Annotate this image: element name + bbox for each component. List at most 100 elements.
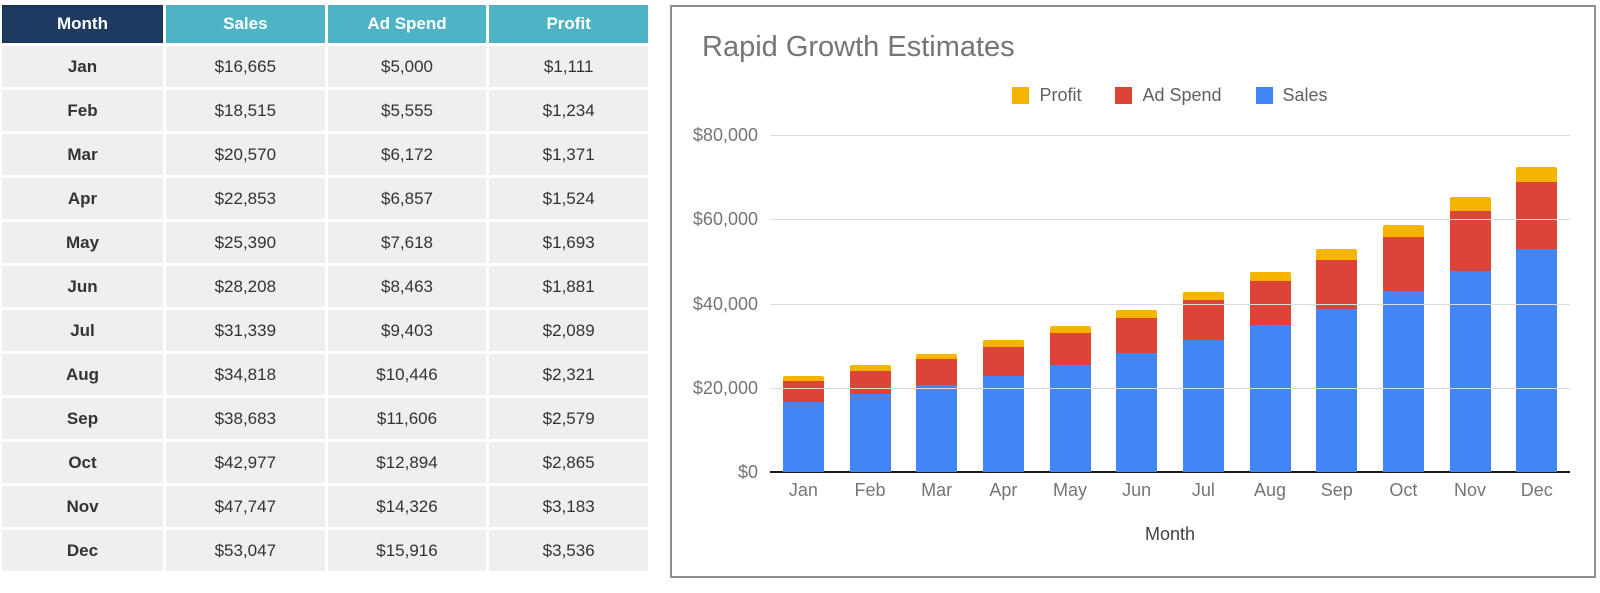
- bar-segment-ad-spend: [982, 346, 1024, 376]
- bar-sep[interactable]: [1303, 135, 1370, 472]
- table-cell-sales: $47,747: [166, 486, 325, 527]
- bar-segment-ad-spend: [1516, 181, 1558, 249]
- bar-segment-ad-spend: [1182, 300, 1224, 340]
- gridline: [770, 219, 1570, 221]
- bar-segment-sales: [1116, 353, 1158, 472]
- bar-segment-profit: [916, 353, 958, 360]
- chart-panel: Rapid Growth Estimates Profit Ad Spend Sal…: [670, 5, 1596, 578]
- bar-segment-sales: [982, 375, 1024, 472]
- bar-segment-sales: [849, 394, 891, 472]
- table-cell-profit: $1,524: [489, 178, 648, 219]
- y-axis-tick-label: $40,000: [692, 293, 758, 314]
- bar-segment-ad-spend: [1449, 210, 1491, 271]
- col-header-month: Month: [2, 5, 163, 43]
- table-cell-adspend: $7,618: [327, 222, 487, 263]
- table-cell-profit: $1,693: [489, 222, 648, 263]
- table-cell-sales: $18,515: [166, 90, 325, 131]
- bar-jul[interactable]: [1170, 135, 1237, 472]
- table-cell-sales: $31,339: [166, 310, 325, 351]
- table-cell-month: Jan: [2, 46, 163, 87]
- bar-oct[interactable]: [1370, 135, 1437, 472]
- table-cell-profit: $1,234: [489, 90, 648, 131]
- table-cell-adspend: $9,403: [327, 310, 487, 351]
- table-cell-adspend: $14,326: [327, 486, 487, 527]
- gridline: [770, 135, 1570, 136]
- table-cell-profit: $1,881: [489, 266, 648, 307]
- legend-swatch-icon: [1255, 87, 1273, 104]
- table-cell-sales: $16,665: [166, 46, 325, 87]
- bar-segment-profit: [1449, 197, 1491, 211]
- table-cell-month: Sep: [2, 398, 163, 439]
- bar-segment-ad-spend: [1316, 260, 1358, 310]
- legend-label: Sales: [1282, 85, 1328, 105]
- x-axis-tick-label: Feb: [854, 480, 886, 500]
- bar-apr[interactable]: [970, 135, 1037, 472]
- bar-segment-sales: [1316, 309, 1358, 472]
- x-axis-tick-label: Apr: [989, 480, 1018, 500]
- table-cell-adspend: $6,172: [327, 134, 487, 175]
- gridline: [770, 303, 1570, 305]
- bar-segment-sales: [1382, 290, 1424, 472]
- bar-jan[interactable]: [770, 135, 837, 472]
- x-axis-tick-label: Oct: [1389, 480, 1418, 500]
- table-cell-profit: $2,321: [489, 354, 648, 395]
- bar-segment-profit: [849, 365, 891, 371]
- table-cell-adspend: $8,463: [327, 266, 487, 307]
- x-axis-line: [770, 471, 1570, 473]
- bar-segment-profit: [1316, 249, 1358, 261]
- bar-mar[interactable]: [903, 135, 970, 472]
- table-cell-profit: $2,579: [489, 398, 648, 439]
- table-cell-month: Oct: [2, 442, 163, 483]
- legend-swatch-icon: [1115, 87, 1133, 104]
- table-cell-sales: $28,208: [166, 266, 325, 307]
- x-axis-tick-label: Dec: [1520, 480, 1553, 500]
- bar-segment-ad-spend: [916, 359, 958, 386]
- col-header-profit: Profit: [489, 5, 648, 43]
- bar-segment-ad-spend: [782, 380, 824, 402]
- chart-legend: Profit Ad Spend Sales: [770, 85, 1570, 106]
- x-axis-tick-label: Nov: [1454, 480, 1487, 500]
- bar-segment-sales: [1449, 270, 1491, 472]
- bar-segment-profit: [982, 340, 1024, 347]
- bar-aug[interactable]: [1237, 135, 1304, 472]
- table-cell-sales: $20,570: [166, 134, 325, 175]
- bar-segment-ad-spend: [849, 370, 891, 395]
- gridline: [770, 387, 1570, 389]
- legend-label: Ad Spend: [1142, 85, 1222, 105]
- y-axis-tick-label: $20,000: [692, 377, 758, 398]
- bar-segment-profit: [782, 376, 824, 381]
- bar-dec[interactable]: [1503, 135, 1570, 472]
- table-cell-month: May: [2, 222, 163, 263]
- x-axis-tick-label: Jan: [788, 480, 818, 500]
- table-cell-profit: $3,536: [489, 530, 648, 571]
- bar-segment-profit: [1382, 224, 1424, 237]
- table-cell-sales: $42,977: [166, 442, 325, 483]
- bar-feb[interactable]: [837, 135, 904, 472]
- bar-jun[interactable]: [1103, 135, 1170, 472]
- data-table: Month Sales Ad Spend Profit Jan $16,665 $5…: [2, 5, 648, 571]
- table-cell-adspend: $11,606: [327, 398, 487, 439]
- bar-segment-profit: [1049, 325, 1091, 333]
- bar-segment-sales: [1249, 325, 1291, 472]
- y-axis-tick-label: $60,000: [692, 209, 758, 230]
- table-cell-month: Jul: [2, 310, 163, 351]
- table-cell-sales: $53,047: [166, 530, 325, 571]
- table-cell-profit: $1,111: [489, 46, 648, 87]
- table-cell-adspend: $5,555: [327, 90, 487, 131]
- table-cell-profit: $1,371: [489, 134, 648, 175]
- legend-swatch-icon: [1012, 87, 1030, 104]
- table-cell-sales: $22,853: [166, 178, 325, 219]
- x-axis-tick-label: May: [1053, 480, 1088, 500]
- table-cell-sales: $34,818: [166, 354, 325, 395]
- y-axis-tick-label: $80,000: [692, 125, 758, 145]
- legend-item-profit[interactable]: Profit: [1012, 85, 1081, 106]
- x-axis-tick-label: Sep: [1320, 480, 1353, 500]
- bar-may[interactable]: [1037, 135, 1104, 472]
- legend-item-sales[interactable]: Sales: [1255, 85, 1328, 106]
- table-cell-adspend: $15,916: [327, 530, 487, 571]
- table-cell-month: Dec: [2, 530, 163, 571]
- x-axis-tick-label: Aug: [1254, 480, 1287, 500]
- legend-item-ad-spend[interactable]: Ad Spend: [1115, 85, 1222, 106]
- bar-segment-ad-spend: [1049, 332, 1091, 366]
- table-cell-adspend: $6,857: [327, 178, 487, 219]
